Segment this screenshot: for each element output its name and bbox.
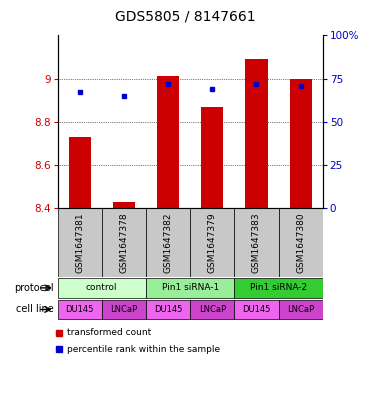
Text: LNCaP: LNCaP bbox=[110, 305, 137, 314]
Bar bbox=[290, 79, 312, 208]
Text: protocol: protocol bbox=[14, 283, 54, 293]
Text: DU145: DU145 bbox=[154, 305, 182, 314]
Bar bbox=[58, 300, 102, 319]
Text: GDS5805 / 8147661: GDS5805 / 8147661 bbox=[115, 10, 256, 24]
Text: cell line: cell line bbox=[16, 305, 54, 314]
Text: DU145: DU145 bbox=[242, 305, 270, 314]
Bar bbox=[102, 300, 146, 319]
Bar bbox=[146, 300, 190, 319]
Bar bbox=[234, 208, 279, 277]
Text: percentile rank within the sample: percentile rank within the sample bbox=[68, 345, 220, 354]
Bar bbox=[58, 278, 146, 298]
Bar bbox=[201, 107, 223, 208]
Text: GSM1647382: GSM1647382 bbox=[164, 213, 173, 273]
Bar bbox=[102, 208, 146, 277]
Bar bbox=[113, 202, 135, 208]
Text: LNCaP: LNCaP bbox=[199, 305, 226, 314]
Bar bbox=[279, 300, 323, 319]
Text: GSM1647380: GSM1647380 bbox=[296, 212, 305, 273]
Text: GSM1647383: GSM1647383 bbox=[252, 212, 261, 273]
Bar bbox=[190, 300, 234, 319]
Bar bbox=[58, 208, 102, 277]
Text: control: control bbox=[86, 283, 118, 292]
Bar bbox=[146, 278, 234, 298]
Bar bbox=[69, 137, 91, 208]
Text: GSM1647379: GSM1647379 bbox=[208, 212, 217, 273]
Bar bbox=[190, 208, 234, 277]
Bar bbox=[234, 278, 323, 298]
Text: GSM1647378: GSM1647378 bbox=[119, 212, 128, 273]
Bar bbox=[234, 300, 279, 319]
Bar bbox=[146, 208, 190, 277]
Bar bbox=[157, 77, 179, 208]
Text: Pin1 siRNA-1: Pin1 siRNA-1 bbox=[161, 283, 219, 292]
Text: LNCaP: LNCaP bbox=[287, 305, 314, 314]
Bar bbox=[245, 59, 267, 208]
Bar bbox=[279, 208, 323, 277]
Text: Pin1 siRNA-2: Pin1 siRNA-2 bbox=[250, 283, 307, 292]
Text: DU145: DU145 bbox=[65, 305, 94, 314]
Text: GSM1647381: GSM1647381 bbox=[75, 212, 84, 273]
Text: transformed count: transformed count bbox=[68, 328, 152, 337]
